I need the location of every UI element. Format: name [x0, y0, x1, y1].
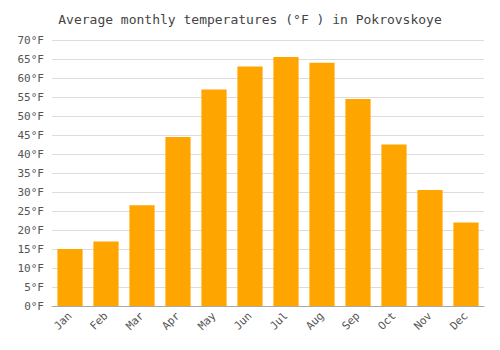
- svg-text:Jul: Jul: [267, 309, 290, 332]
- svg-text:Nov: Nov: [411, 309, 434, 332]
- svg-text:30°F: 30°F: [18, 186, 45, 199]
- svg-text:Mar: Mar: [123, 309, 146, 332]
- svg-text:10°F: 10°F: [18, 262, 45, 275]
- svg-text:25°F: 25°F: [18, 205, 45, 218]
- svg-text:15°F: 15°F: [18, 243, 45, 256]
- svg-text:Aug: Aug: [303, 309, 326, 332]
- svg-text:20°F: 20°F: [18, 224, 45, 237]
- svg-text:45°F: 45°F: [18, 129, 45, 142]
- svg-text:Jun: Jun: [231, 309, 254, 332]
- svg-text:65°F: 65°F: [18, 53, 45, 66]
- svg-text:Oct: Oct: [375, 309, 398, 332]
- svg-text:Dec: Dec: [447, 309, 470, 332]
- svg-text:Jan: Jan: [51, 309, 74, 332]
- svg-text:5°F: 5°F: [24, 281, 44, 294]
- svg-text:40°F: 40°F: [18, 148, 45, 161]
- svg-text:0°F: 0°F: [24, 300, 44, 313]
- svg-text:Apr: Apr: [159, 309, 182, 332]
- svg-text:70°F: 70°F: [18, 34, 45, 47]
- svg-text:Sep: Sep: [339, 309, 362, 332]
- svg-text:50°F: 50°F: [18, 110, 45, 123]
- svg-text:55°F: 55°F: [18, 91, 45, 104]
- svg-text:60°F: 60°F: [18, 72, 45, 85]
- svg-text:35°F: 35°F: [18, 167, 45, 180]
- svg-text:Feb: Feb: [87, 309, 110, 332]
- svg-text:May: May: [195, 309, 218, 332]
- svg-text:Average monthly temperatures (: Average monthly temperatures (°F ) in Po…: [58, 12, 442, 27]
